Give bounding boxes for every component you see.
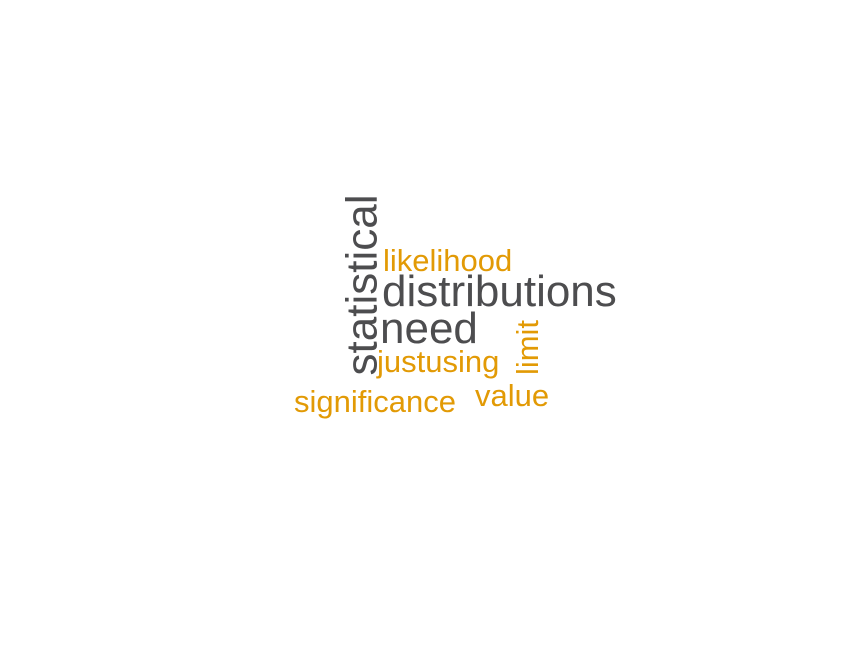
word-likelihood: likelihood [383,243,513,278]
word-limit: limit [510,319,546,375]
word-value: value [475,378,550,413]
word-justusing: justusing [377,344,500,379]
word-distributions: distributions [382,267,617,316]
word-need: need [380,304,478,353]
word-significance: significance [294,384,456,419]
